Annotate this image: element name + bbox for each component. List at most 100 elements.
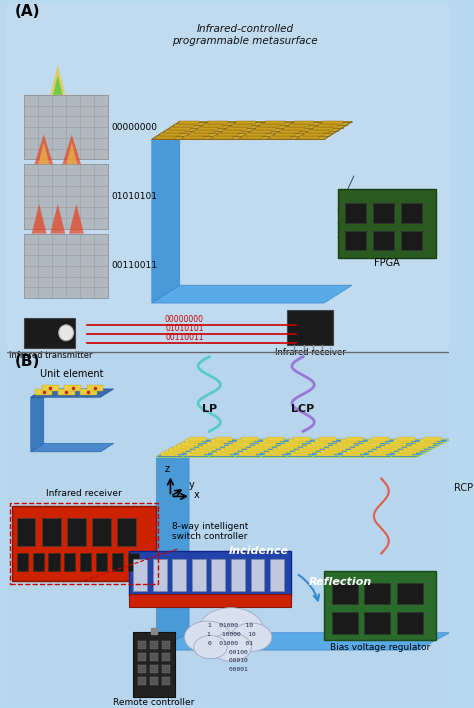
Bar (270, 559, 284, 590)
Bar (231, 559, 245, 590)
Bar (364, 612, 390, 634)
Bar (267, 438, 284, 441)
Bar (189, 133, 209, 136)
Bar (169, 448, 186, 452)
Bar (333, 444, 350, 447)
Text: (A): (A) (15, 4, 40, 20)
Bar (24, 234, 108, 298)
Bar (317, 452, 334, 457)
Bar (338, 189, 436, 258)
Bar (138, 665, 146, 673)
Bar (359, 444, 376, 447)
Bar (153, 559, 167, 590)
Text: z: z (164, 464, 169, 474)
Bar (411, 444, 428, 447)
Bar (307, 444, 324, 447)
Bar (255, 444, 272, 447)
Text: Infrared receiver: Infrared receiver (275, 348, 346, 357)
Bar (237, 121, 256, 124)
Bar (128, 553, 139, 571)
Bar (198, 127, 219, 130)
Bar (273, 448, 290, 452)
Bar (87, 385, 103, 391)
Bar (419, 440, 437, 443)
Bar (289, 440, 306, 443)
Bar (275, 133, 295, 136)
Bar (319, 438, 337, 441)
Bar (64, 553, 75, 571)
Text: FPGA: FPGA (374, 258, 400, 268)
Bar (189, 438, 206, 441)
Bar (255, 127, 276, 130)
Bar (408, 446, 424, 450)
Bar (251, 446, 268, 450)
Bar (364, 583, 390, 605)
Bar (291, 452, 308, 457)
Bar (311, 442, 328, 445)
Bar (191, 450, 208, 455)
Text: 00000000: 00000000 (112, 122, 158, 132)
Bar (225, 446, 242, 450)
Bar (222, 130, 242, 133)
Bar (174, 124, 194, 127)
Bar (195, 448, 212, 452)
Polygon shape (152, 122, 180, 303)
Bar (194, 130, 214, 133)
Bar (241, 438, 258, 441)
Text: x: x (194, 491, 200, 501)
Text: 1   10000  10: 1 10000 10 (207, 632, 255, 636)
Ellipse shape (184, 621, 231, 653)
Bar (150, 677, 158, 685)
Bar (372, 438, 389, 441)
Bar (315, 440, 332, 443)
Text: 01010101: 01010101 (165, 324, 204, 333)
Polygon shape (50, 204, 65, 234)
Bar (293, 438, 310, 441)
Bar (150, 665, 158, 673)
Bar (237, 440, 254, 443)
Bar (170, 127, 190, 130)
Bar (8, 353, 449, 704)
Bar (374, 203, 394, 223)
Bar (138, 641, 146, 649)
Polygon shape (31, 389, 114, 397)
Polygon shape (152, 122, 352, 139)
Bar (265, 452, 282, 457)
Polygon shape (31, 389, 44, 452)
Bar (162, 653, 171, 661)
Bar (382, 446, 398, 450)
Bar (313, 127, 333, 130)
Bar (243, 450, 260, 455)
Bar (64, 385, 81, 391)
Bar (260, 124, 281, 127)
Text: 01010101: 01010101 (112, 192, 158, 201)
Bar (211, 559, 225, 590)
Bar (295, 450, 312, 455)
Bar (398, 438, 415, 441)
Text: RCP: RCP (455, 483, 474, 493)
Bar (33, 553, 44, 571)
Bar (162, 677, 171, 685)
Bar (399, 450, 416, 455)
Bar (133, 559, 147, 590)
Bar (232, 124, 252, 127)
Bar (287, 310, 333, 345)
Bar (397, 583, 423, 605)
Bar (67, 518, 86, 546)
Bar (299, 136, 319, 139)
Text: Unit element: Unit element (40, 369, 104, 379)
Text: LCP: LCP (292, 404, 315, 413)
Bar (161, 452, 178, 457)
Bar (160, 133, 181, 136)
Bar (96, 553, 107, 571)
Bar (192, 559, 206, 590)
Bar (128, 551, 292, 595)
Bar (42, 518, 61, 546)
Bar (265, 121, 285, 124)
Bar (229, 444, 246, 447)
Bar (155, 136, 176, 139)
Bar (207, 442, 224, 445)
Text: 8-way intelligent
switch controller: 8-way intelligent switch controller (172, 522, 248, 541)
Bar (92, 518, 111, 546)
Bar (263, 440, 280, 443)
